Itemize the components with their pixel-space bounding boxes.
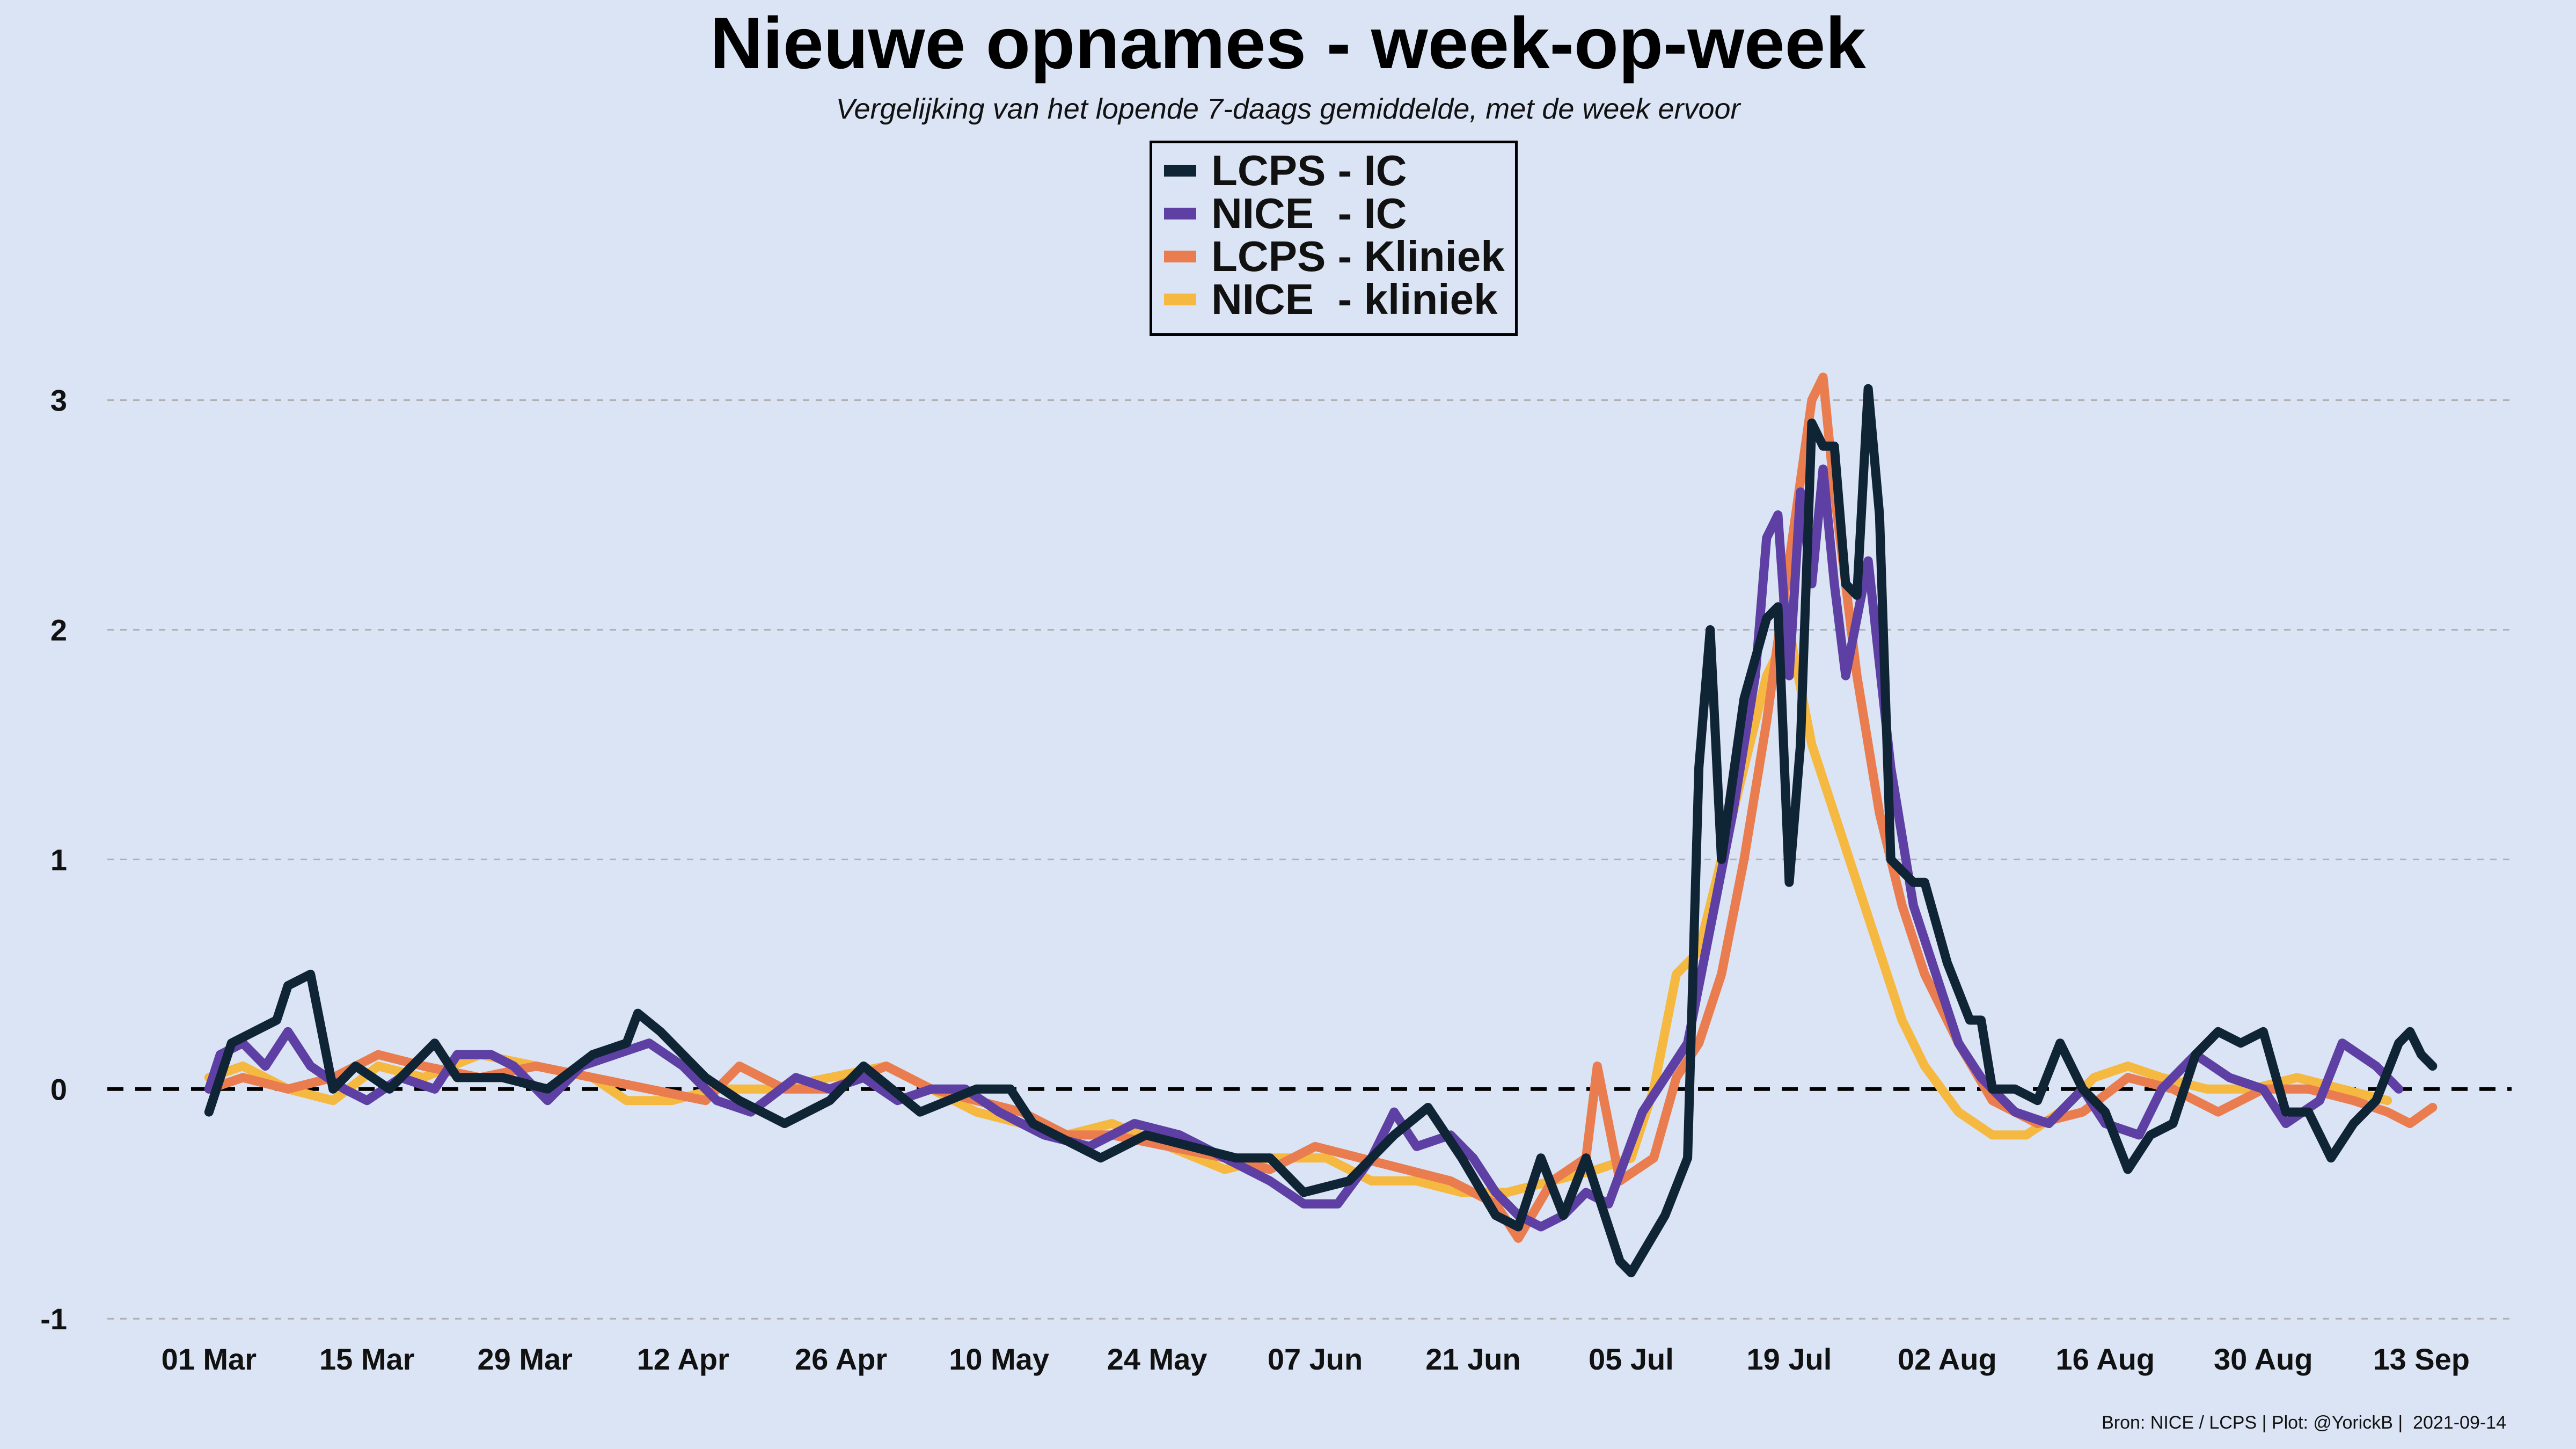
x-axis-ticks: 01 Mar 15 Mar 29 Mar 12 Apr 26 Apr 10 May 24 M… bbox=[162, 1342, 2470, 1376]
x-tick-label: 29 Mar bbox=[477, 1342, 572, 1376]
legend-swatch bbox=[1164, 294, 1196, 305]
legend-item-nice-ic: NICE - IC bbox=[1164, 189, 1407, 237]
x-tick-label: 05 Jul bbox=[1589, 1342, 1674, 1376]
legend-swatch bbox=[1164, 251, 1196, 262]
y-tick-label: 0 bbox=[50, 1072, 67, 1106]
y-tick-label: 2 bbox=[50, 613, 67, 647]
x-tick-label: 21 Jun bbox=[1425, 1342, 1520, 1376]
series-line-nice-ic bbox=[204, 464, 2404, 1232]
x-tick-label: 02 Aug bbox=[1898, 1342, 1997, 1376]
legend: LCPS - IC NICE - IC LCPS - Kliniek NICE - k… bbox=[1150, 141, 1518, 336]
legend-swatch bbox=[1164, 165, 1196, 177]
x-tick-label: 12 Apr bbox=[637, 1342, 729, 1376]
y-tick-label: 3 bbox=[50, 384, 67, 418]
x-tick-label: 26 Apr bbox=[795, 1342, 887, 1376]
x-tick-label: 01 Mar bbox=[162, 1342, 257, 1376]
chart-title: Nieuwe opnames - week-op-week bbox=[710, 2, 1866, 84]
legend-item-lcps-kliniek: LCPS - Kliniek bbox=[1164, 232, 1505, 280]
y-axis-ticks: -1 0 1 2 3 bbox=[40, 384, 67, 1336]
series-line-lcps-ic bbox=[204, 384, 2438, 1278]
x-tick-label: 13 Sep bbox=[2373, 1342, 2470, 1376]
legend-swatch bbox=[1164, 208, 1196, 219]
legend-label: NICE - IC bbox=[1211, 189, 1407, 237]
source-caption: Bron: NICE / LCPS | Plot: @YorickB | 202… bbox=[2102, 1413, 2506, 1433]
legend-label: LCPS - Kliniek bbox=[1211, 232, 1505, 280]
legend-item-nice-kliniek: NICE - kliniek bbox=[1164, 275, 1498, 323]
legend-item-lcps-ic: LCPS - IC bbox=[1164, 147, 1407, 194]
x-tick-label: 24 May bbox=[1107, 1342, 1208, 1376]
x-tick-label: 15 Mar bbox=[319, 1342, 414, 1376]
chart-subtitle: Vergelijking van het lopende 7-daags gem… bbox=[836, 93, 1740, 125]
x-tick-label: 19 Jul bbox=[1747, 1342, 1832, 1376]
series-lines bbox=[204, 372, 2438, 1278]
x-tick-label: 07 Jun bbox=[1268, 1342, 1363, 1376]
x-tick-label: 30 Aug bbox=[2214, 1342, 2313, 1376]
y-tick-label: -1 bbox=[40, 1302, 67, 1336]
y-tick-label: 1 bbox=[50, 843, 67, 876]
x-tick-label: 10 May bbox=[949, 1342, 1049, 1376]
legend-label: LCPS - IC bbox=[1211, 147, 1407, 194]
gridlines bbox=[107, 399, 2512, 1320]
legend-label: NICE - kliniek bbox=[1211, 275, 1498, 323]
x-tick-label: 16 Aug bbox=[2056, 1342, 2155, 1376]
